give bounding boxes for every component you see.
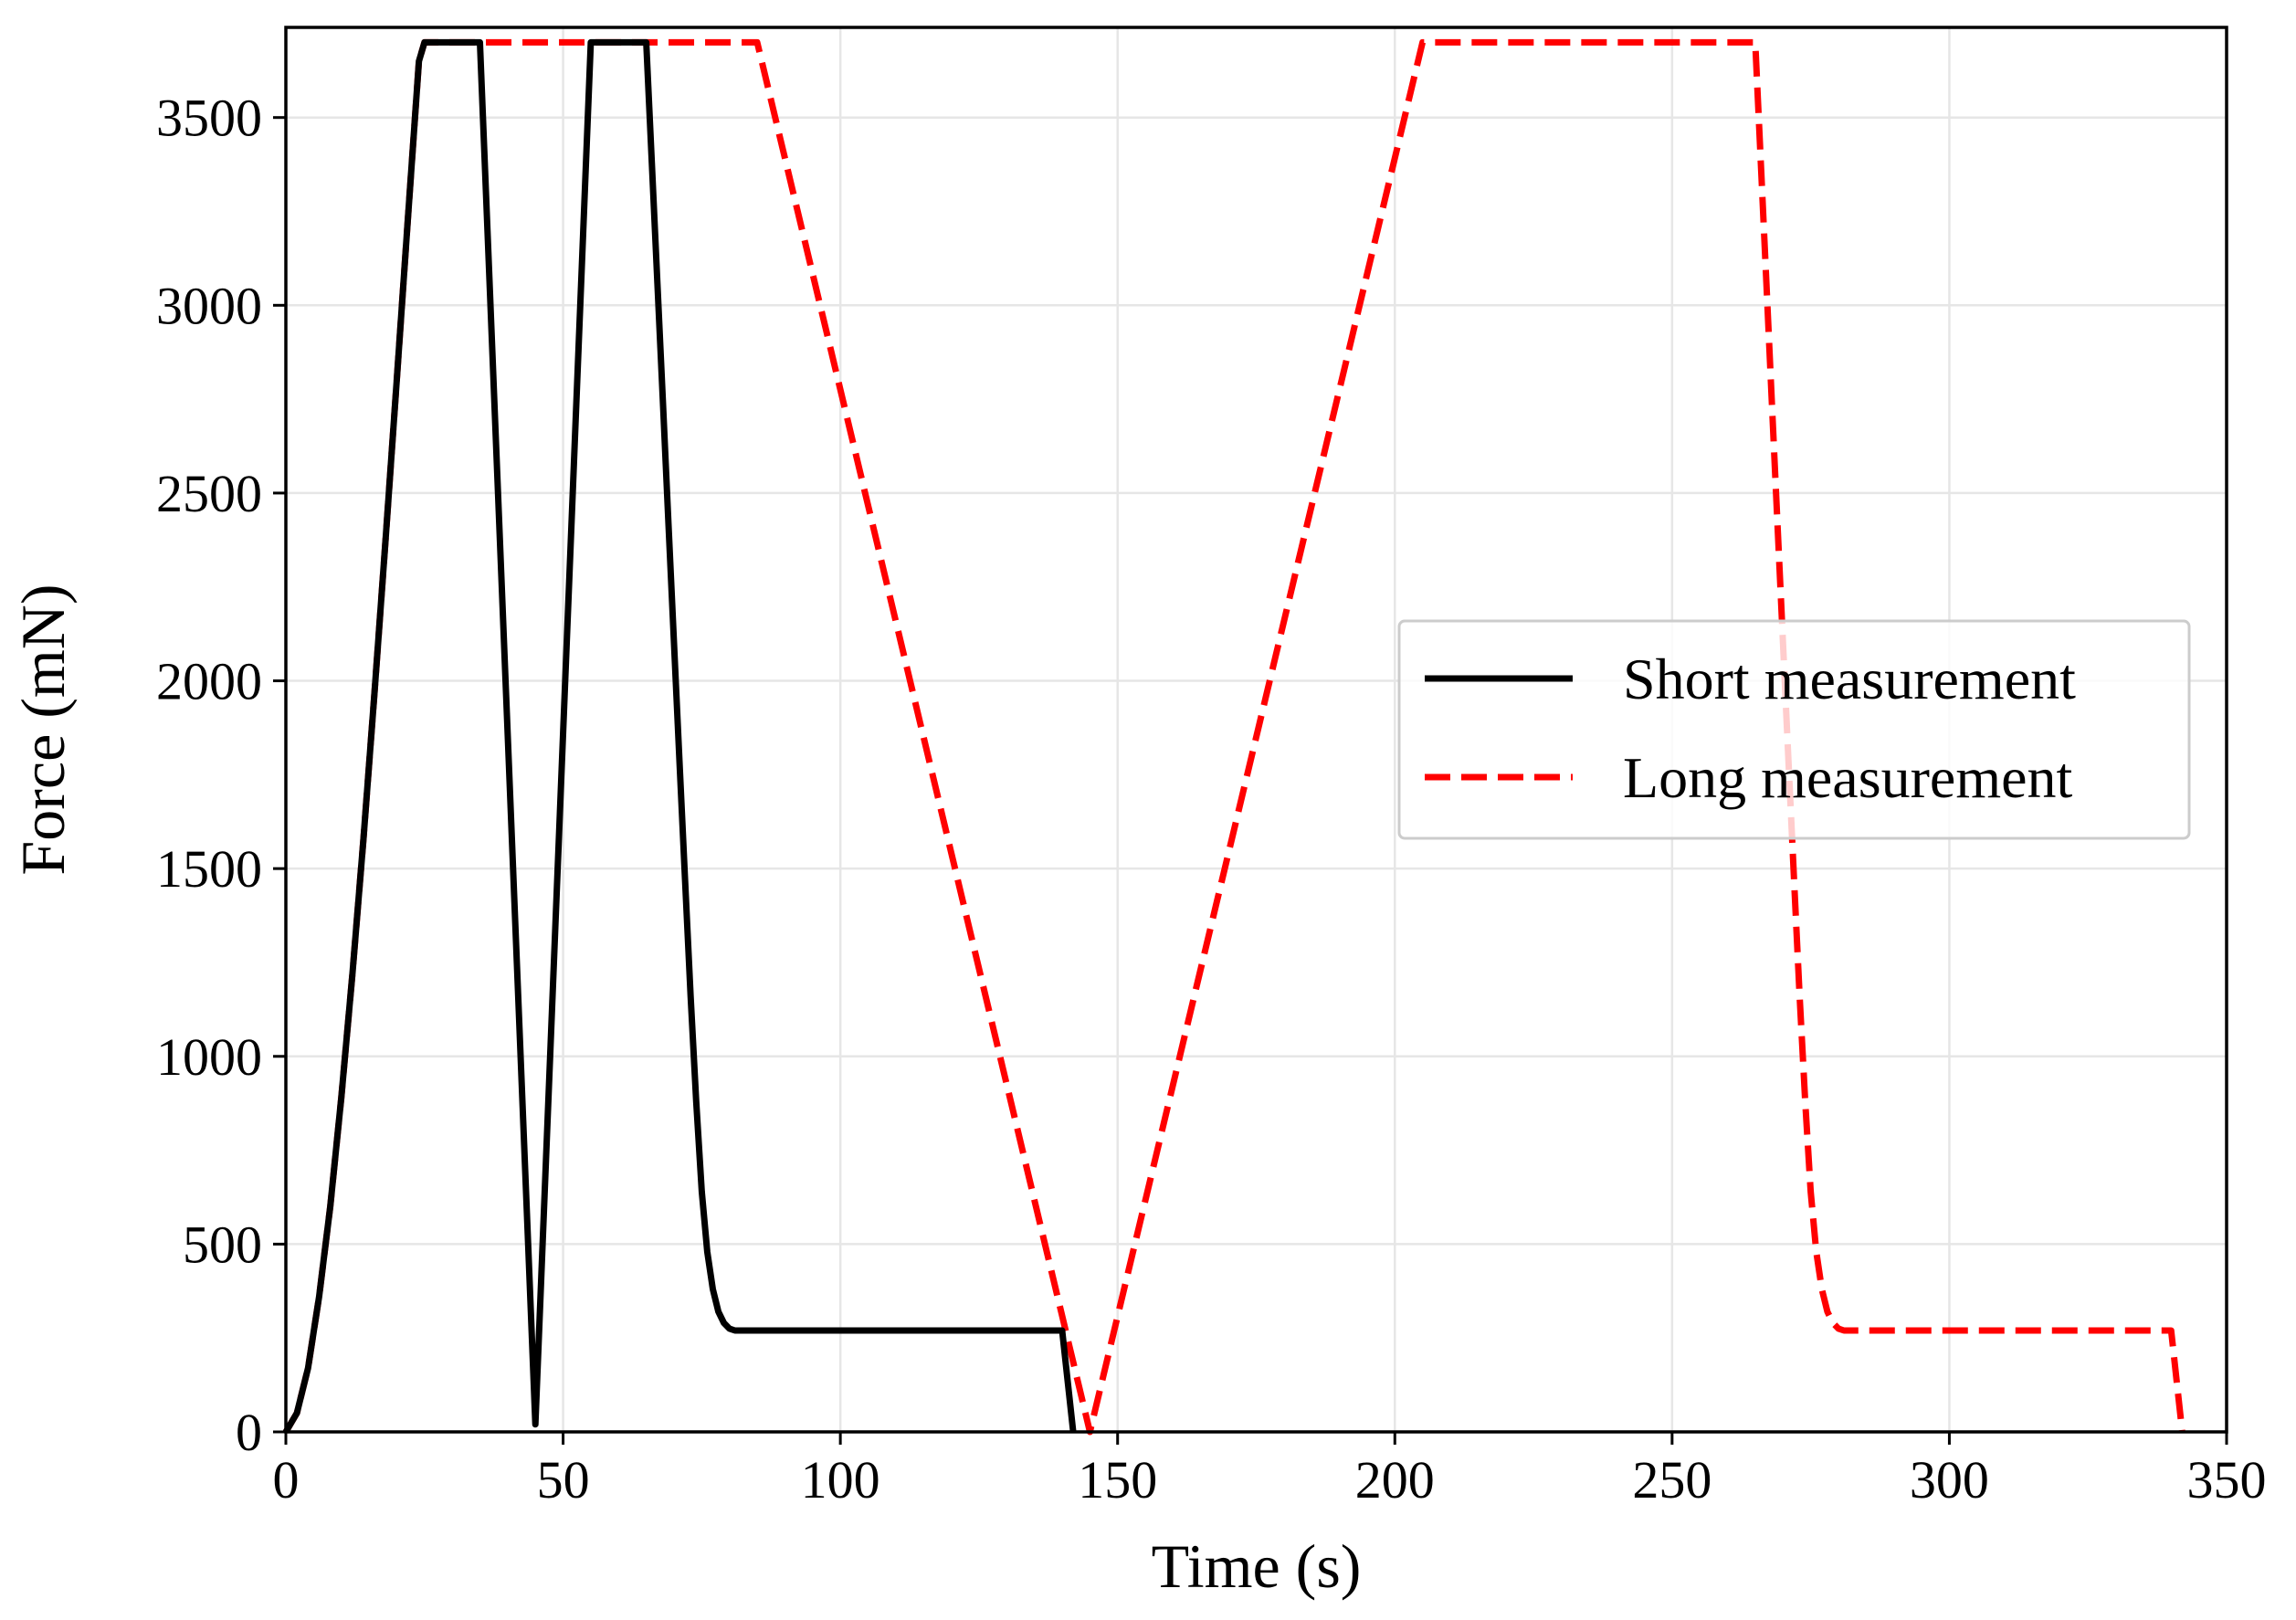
x-axis-label: Time (s) [1152, 1531, 1362, 1601]
y-tick-label: 0 [236, 1403, 262, 1462]
x-tick-label: 150 [1078, 1450, 1157, 1510]
y-tick-label: 2000 [156, 652, 262, 711]
x-tick-label: 100 [801, 1450, 880, 1510]
y-tick-label: 1000 [156, 1027, 262, 1087]
y-axis-label: Force (mN) [8, 584, 78, 875]
y-tick-label: 500 [183, 1215, 262, 1274]
series-line-long-measurement [282, 38, 2185, 1436]
x-tick-label: 250 [1632, 1450, 1711, 1510]
axis-ticks: 0 50 100 150 200 250 300 3500500100015002000250… [156, 89, 2267, 1510]
legend-label-short-measurement: Short measurement [1623, 647, 2076, 711]
legend: Short measurement Long measurement [1397, 619, 2191, 840]
plot-frame [284, 26, 2228, 1434]
x-tick-label: 0 [273, 1450, 300, 1510]
y-tick-label: 2500 [156, 464, 262, 523]
plot-lines [282, 38, 2185, 1436]
legend-label-long-measurement: Long measurement [1623, 745, 2073, 810]
series-line-short-measurement [282, 38, 1077, 1434]
x-tick-label: 300 [1910, 1450, 1989, 1510]
y-tick-label: 3000 [156, 276, 262, 335]
x-tick-label: 350 [2187, 1450, 2267, 1510]
x-tick-label: 50 [537, 1450, 590, 1510]
legend-box [1397, 619, 2191, 840]
y-tick-label: 3500 [156, 89, 262, 148]
y-tick-label: 1500 [156, 839, 262, 899]
x-tick-label: 200 [1355, 1450, 1435, 1510]
